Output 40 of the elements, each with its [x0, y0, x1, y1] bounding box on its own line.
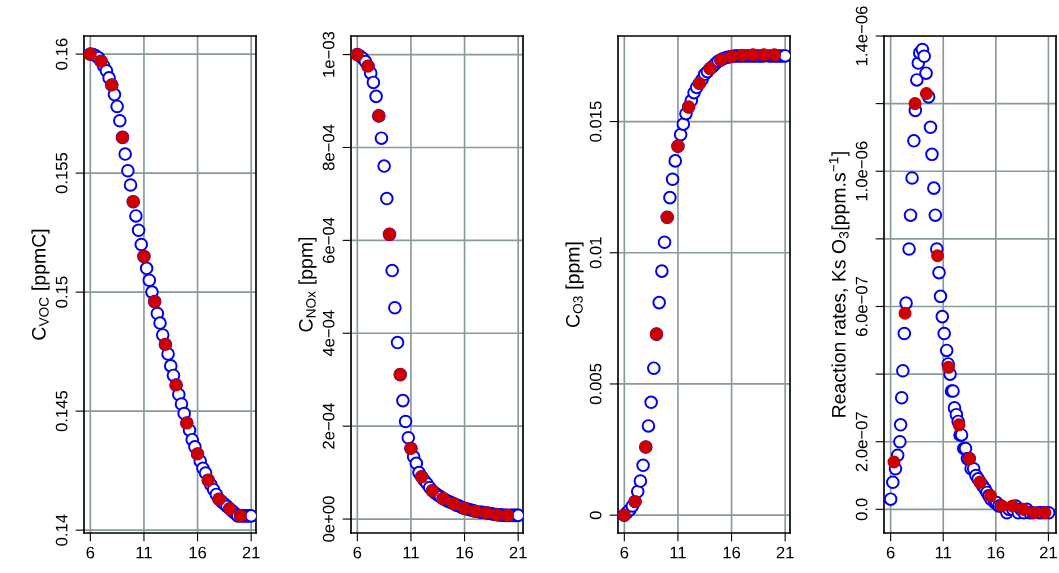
y-tick-label: 6e−04 [322, 217, 335, 263]
x-tick-label: 16 [456, 546, 474, 559]
y-axis-title: C$_{NOx}$ [ppm] [298, 237, 317, 332]
x-tick-label: 11 [136, 546, 152, 559]
y-tick-label: 1e−03 [322, 31, 335, 77]
x-tick-label: 11 [403, 546, 419, 559]
y-tick-label: 0.16 [55, 38, 68, 70]
y-tick-label: 1.4e−06 [855, 6, 868, 66]
y-tick-label: 0.0 [855, 498, 868, 521]
x-tick-label: 6 [86, 546, 95, 559]
y-tick-label: 8e−04 [322, 124, 335, 171]
y-axis-title: C$_{O3}$ [ppm] [565, 242, 584, 328]
y-tick-label: 6.0e−07 [855, 276, 868, 336]
y-tick-label: 0.155 [55, 152, 68, 194]
x-tick-label: 21 [1040, 546, 1057, 559]
y-axis-title: C$_{VOC}$ [ppmC] [31, 229, 50, 340]
x-tick-label: 16 [723, 546, 741, 559]
y-tick-label: 0.14 [55, 514, 68, 546]
y-tick-label: 0.15 [55, 276, 68, 308]
y-tick-label: 1.0e−06 [855, 141, 868, 201]
x-tick-label: 11 [935, 546, 952, 559]
y-tick-label: 4e−04 [322, 310, 335, 357]
x-tick-label: 6 [620, 546, 629, 559]
y-tick-label: 0.01 [589, 237, 602, 269]
x-tick-label: 16 [189, 546, 207, 559]
y-tick-label: 2.0e−07 [855, 412, 868, 472]
x-tick-label: 21 [242, 546, 260, 559]
y-tick-label: 0 [589, 511, 602, 520]
y-tick-label: 0.005 [589, 363, 602, 405]
x-tick-label: 21 [776, 546, 794, 559]
x-tick-label: 6 [886, 546, 895, 559]
y-axis-title: Reaction rates, Ks O$_{3}$[ppm.s$^{−1}$] [828, 152, 850, 417]
y-tick-label: 0e+00 [322, 496, 335, 542]
x-tick-label: 6 [353, 546, 362, 559]
x-tick-label: 16 [987, 546, 1005, 559]
y-tick-label: 0.015 [589, 101, 602, 142]
x-tick-label: 21 [509, 546, 527, 559]
y-tick-label: 2e−04 [322, 403, 335, 449]
x-tick-label: 11 [670, 546, 686, 559]
y-tick-label: 0.145 [55, 390, 68, 432]
